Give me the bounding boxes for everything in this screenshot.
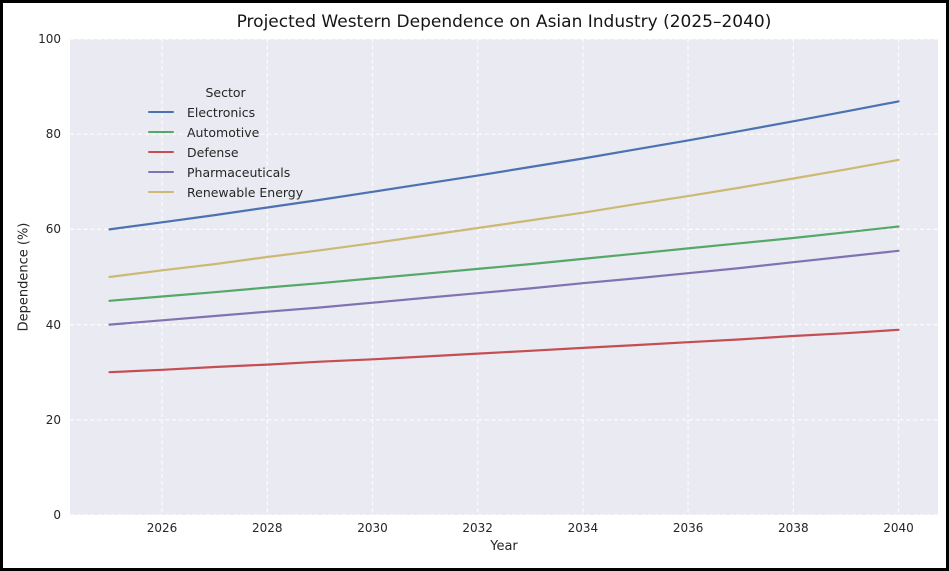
x-tick-label: 2032 (462, 521, 493, 535)
legend-label: Automotive (187, 124, 260, 140)
x-tick-label: 2034 (567, 521, 599, 535)
chart-title: Projected Western Dependence on Asian In… (236, 12, 772, 32)
legend-entry-renewable-energy: Renewable Energy (148, 182, 303, 202)
plot-canvas (70, 39, 938, 515)
legend-line-sample-automotive (148, 130, 174, 134)
y-tick-label: 40 (45, 317, 61, 332)
x-tick-label: 2038 (778, 521, 809, 535)
x-tick-label: 2028 (251, 521, 283, 535)
legend-line-sample-electronics (148, 110, 174, 114)
x-tick-label: 2040 (883, 521, 914, 535)
series-line-defense (108, 328, 900, 374)
y-tick-label: 60 (45, 222, 61, 237)
x-axis-label: Year (490, 539, 518, 554)
x-tick-label: 2026 (146, 521, 178, 535)
y-tick-label: 20 (45, 412, 61, 427)
legend-entry-electronics: Electronics (148, 102, 303, 122)
legend-title: Sector (205, 85, 246, 100)
legend-entry-pharmaceuticals: Pharmaceuticals (148, 162, 303, 182)
legend-entries: Electronics Automotive Defense Pharmaceutic… (148, 102, 303, 202)
plot-area: Sector Electronics Automotive Defense Pharm… (70, 39, 938, 515)
legend-label: Renewable Energy (187, 184, 304, 200)
y-tick-label: 100 (38, 32, 61, 46)
series-line-pharmaceuticals (108, 249, 900, 326)
legend-entry-automotive: Automotive (148, 122, 303, 142)
legend-line-sample-defense (148, 150, 174, 154)
y-tick-label: 80 (45, 127, 61, 142)
series-line-renewable-energy (108, 158, 900, 279)
legend-line-sample-renewable-energy (148, 190, 174, 194)
x-tick-label: 2036 (672, 521, 704, 535)
series-line-automotive (108, 225, 900, 302)
x-tick-label: 2030 (357, 521, 388, 535)
legend-label: Pharmaceuticals (187, 164, 291, 180)
legend-entry-defense: Defense (148, 142, 303, 162)
series-line-electronics (108, 100, 900, 231)
legend-line-sample-pharmaceuticals (148, 170, 174, 174)
legend-label: Electronics (187, 104, 256, 120)
legend: Sector Electronics Automotive Defense Pharm… (148, 83, 303, 202)
legend-label: Defense (187, 144, 239, 160)
y-tick-label: 0 (53, 508, 61, 522)
y-axis-label: Dependence (%) (16, 222, 32, 332)
